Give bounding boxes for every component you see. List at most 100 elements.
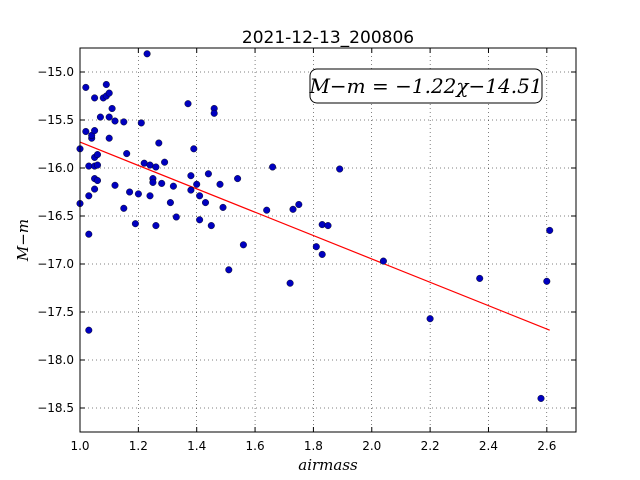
data-point [239, 241, 247, 249]
data-point [85, 192, 93, 200]
data-point [196, 216, 204, 224]
fit-line [79, 141, 550, 331]
x-tick-label: 1.8 [304, 439, 323, 453]
data-point [131, 220, 139, 228]
data-point [546, 226, 554, 234]
y-tick-labels: −15.0 −15.5 −16.0 −16.5 −17.0 −17.5 −18.0 −18.5 [37, 65, 74, 415]
grid [79, 48, 576, 432]
data-point [312, 243, 320, 251]
data-point [289, 205, 297, 213]
x-tick-label: 2.2 [421, 439, 440, 453]
data-point [96, 113, 104, 121]
data-point [336, 165, 344, 173]
data-point [105, 89, 113, 97]
data-point [82, 127, 90, 135]
y-tick-label: −15.0 [37, 65, 74, 79]
data-point [102, 80, 110, 88]
data-point [85, 230, 93, 238]
data-point [155, 139, 163, 147]
y-axis-label: M−m [14, 219, 32, 262]
data-point [91, 94, 99, 102]
data-point [225, 266, 233, 274]
data-point [120, 204, 128, 212]
data-point [146, 161, 154, 169]
data-point [91, 127, 99, 135]
y-tick-label: −18.5 [37, 401, 74, 415]
data-point [143, 50, 151, 58]
data-point [286, 279, 294, 287]
data-point [146, 192, 154, 200]
data-point [91, 185, 99, 193]
x-tick-label: 1.6 [246, 439, 265, 453]
data-point [318, 250, 326, 258]
fit-line-group [79, 141, 550, 331]
data-point [543, 277, 551, 285]
data-point [140, 159, 148, 167]
data-point [126, 188, 134, 196]
data-point [210, 109, 218, 117]
x-tick-label: 2.6 [537, 439, 556, 453]
data-point [93, 151, 101, 159]
y-tick-label: −17.0 [37, 257, 74, 271]
y-tick-label: −17.5 [37, 305, 74, 319]
y-tick-label: −16.0 [37, 161, 74, 175]
x-tick-label: 2.0 [362, 439, 381, 453]
data-point [134, 190, 142, 198]
data-point [219, 203, 227, 211]
data-point [105, 134, 113, 142]
plot-frame [79, 47, 577, 433]
data-points [76, 50, 554, 402]
data-point [172, 213, 180, 221]
data-point [152, 163, 160, 171]
y-tick-label: −18.0 [37, 353, 74, 367]
data-point [537, 394, 545, 402]
data-point [204, 170, 212, 178]
data-point [324, 222, 332, 230]
data-point [379, 257, 387, 265]
tick-marks [79, 48, 576, 432]
data-point [169, 182, 177, 190]
y-tick-label: −15.5 [37, 113, 74, 127]
y-tick-label: −16.5 [37, 209, 74, 223]
chart-title: 2021-12-13_200806 [242, 28, 414, 48]
data-point [190, 145, 198, 153]
data-point [166, 199, 174, 207]
data-point [161, 158, 169, 166]
data-point [295, 200, 303, 208]
data-point [105, 113, 113, 121]
x-axis-label: airmass [298, 456, 358, 474]
x-tick-label: 2.4 [479, 439, 498, 453]
data-point [476, 274, 484, 282]
data-point [85, 326, 93, 334]
data-point [82, 83, 90, 91]
data-point [149, 178, 157, 186]
data-point [263, 206, 271, 214]
data-point [269, 163, 277, 171]
data-point [158, 179, 166, 187]
plot-area [80, 48, 576, 432]
data-point [152, 222, 160, 230]
data-point [216, 180, 224, 188]
data-point [318, 221, 326, 229]
fit-equation: M−m = −1.22χ−14.51 [308, 74, 542, 98]
data-point [108, 104, 116, 112]
data-point [93, 161, 101, 169]
data-point [201, 199, 209, 207]
data-point [187, 172, 195, 180]
annotation-box [309, 68, 543, 104]
data-point [111, 117, 119, 125]
data-point [184, 100, 192, 108]
data-point [426, 315, 434, 323]
data-point [123, 150, 131, 158]
data-point [193, 180, 201, 188]
data-point [207, 222, 215, 230]
x-tick-label: 1.0 [70, 439, 89, 453]
data-point [137, 119, 145, 127]
x-tick-label: 1.4 [187, 439, 206, 453]
data-point [111, 181, 119, 189]
x-tick-label: 1.2 [129, 439, 148, 453]
data-point [196, 192, 204, 200]
data-point [187, 186, 195, 194]
data-point [234, 175, 242, 183]
